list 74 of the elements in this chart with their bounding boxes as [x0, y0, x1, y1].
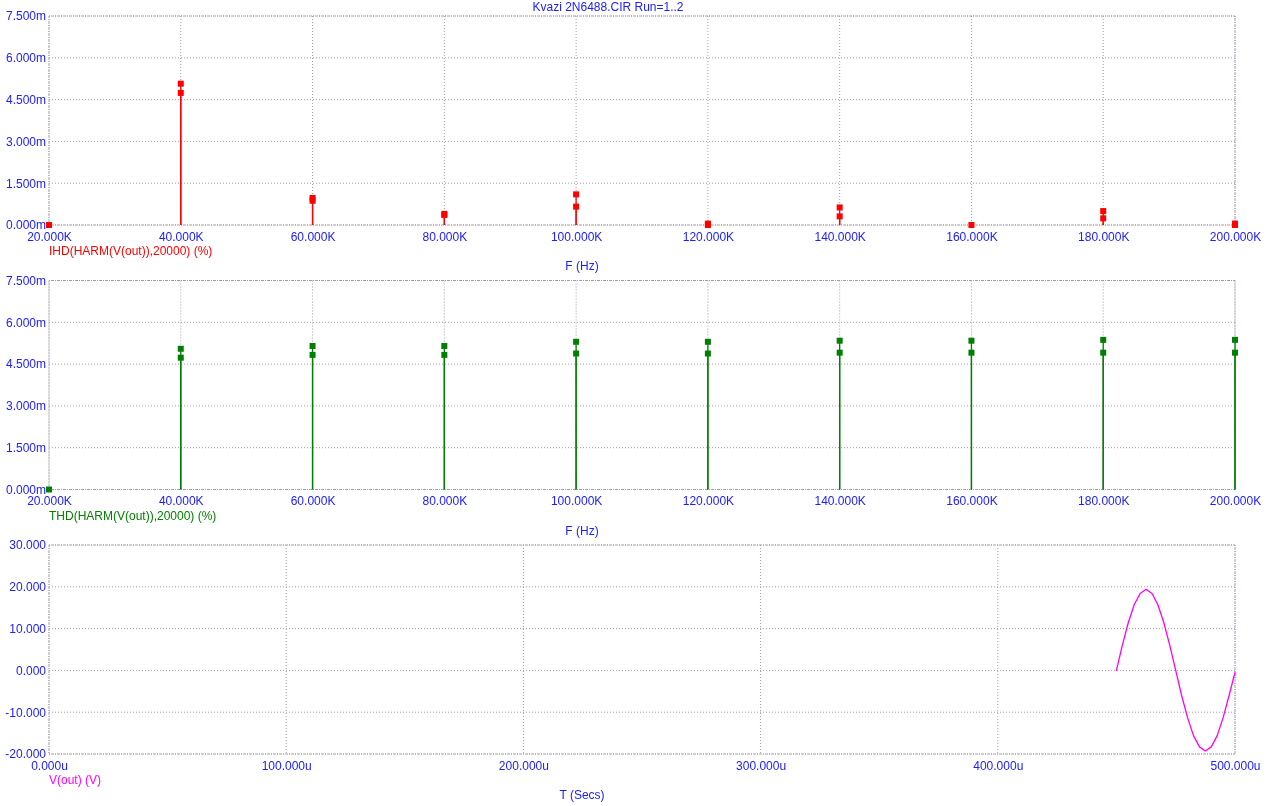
- x-tick-label: 180.000K: [1078, 494, 1130, 509]
- x-tick-label: 60.000K: [290, 494, 336, 509]
- point: [309, 342, 316, 349]
- point: [573, 203, 580, 210]
- y-tick-label: 0.000m: [5, 482, 46, 497]
- x-tick-label: 500.000u: [1210, 758, 1261, 773]
- point: [177, 89, 184, 96]
- text: V(out) (V): [49, 773, 102, 788]
- point: [1232, 336, 1238, 343]
- x-tick-label: 200.000u: [498, 758, 549, 773]
- x-tick-label: 80.000K: [422, 229, 468, 244]
- y-tick-label: 3.000m: [5, 399, 46, 414]
- x-tick-label: 100.000u: [261, 758, 312, 773]
- x-tick-label: 60.000K: [290, 229, 336, 244]
- x-axis-title: F (Hz): [565, 523, 599, 538]
- chart-title: Kvazi 2N6488.CIR Run=1..2: [532, 0, 684, 15]
- point: [1232, 349, 1238, 356]
- point: [1100, 336, 1107, 343]
- x-tick-label: 140.000K: [814, 494, 866, 509]
- y-tick-label: 0.000: [15, 663, 47, 678]
- point: [836, 204, 843, 211]
- x-tick-label: 200.000K: [1209, 494, 1262, 509]
- point: [177, 345, 184, 352]
- x-axis-title: T (Secs): [559, 788, 605, 803]
- x-tick-label: 120.000K: [682, 229, 735, 244]
- y-tick-label: 6.000m: [5, 315, 46, 330]
- x-tick-label: 140.000K: [814, 229, 866, 244]
- point: [441, 342, 448, 349]
- x-axis-title: F (Hz): [565, 259, 599, 274]
- point: [704, 338, 711, 345]
- x-tick-label: 80.000K: [422, 494, 468, 509]
- point: [441, 351, 448, 358]
- y-tick-label: 1.500m: [5, 441, 46, 456]
- point: [573, 338, 580, 345]
- point: [573, 350, 580, 357]
- point: [836, 349, 843, 356]
- point: [836, 337, 843, 344]
- y-tick-label: 1.500m: [5, 176, 46, 191]
- x-tick-label: 20.000K: [27, 494, 72, 509]
- point: [836, 213, 843, 220]
- point: [968, 337, 975, 344]
- point: [1100, 215, 1107, 222]
- line-series: [1115, 588, 1236, 752]
- point: [573, 191, 580, 198]
- x-tick-label: 400.000u: [973, 758, 1024, 773]
- x-tick-label: 160.000K: [946, 494, 998, 509]
- y-tick-label: 10.000: [9, 621, 47, 636]
- x-tick-label: 180.000K: [1078, 229, 1130, 244]
- x-tick-label: 120.000K: [682, 494, 735, 509]
- y-tick-label: 4.500m: [5, 357, 46, 372]
- x-tick-label: 100.000K: [550, 494, 603, 509]
- y-tick-label: 3.000m: [5, 134, 46, 149]
- series-label: IHD(HARM(V(out)),20000) (%): [49, 244, 213, 259]
- x-tick-label: 200.000K: [1209, 229, 1262, 244]
- y-tick-label: 7.500m: [5, 9, 46, 24]
- point: [704, 350, 711, 357]
- point: [968, 349, 975, 356]
- y-tick-label: 20.000: [9, 580, 47, 595]
- point: [1100, 349, 1107, 356]
- y-tick-label: -10.000: [5, 705, 47, 720]
- y-tick-label: 6.000m: [5, 51, 46, 66]
- point: [309, 351, 316, 358]
- x-tick-label: 40.000K: [158, 229, 204, 244]
- point: [1100, 208, 1107, 215]
- y-tick-label: 4.500m: [5, 92, 46, 107]
- x-tick-label: 100.000K: [550, 229, 603, 244]
- x-tick-label: 300.000u: [736, 758, 787, 773]
- x-tick-label: 160.000K: [946, 229, 998, 244]
- series-label: THD(HARM(V(out)),20000) (%): [49, 508, 217, 523]
- point: [177, 354, 184, 361]
- y-tick-label: 7.500m: [5, 273, 46, 288]
- point: [177, 80, 184, 87]
- x-tick-label: 40.000K: [158, 494, 204, 509]
- y-tick-label: 30.000: [9, 538, 47, 553]
